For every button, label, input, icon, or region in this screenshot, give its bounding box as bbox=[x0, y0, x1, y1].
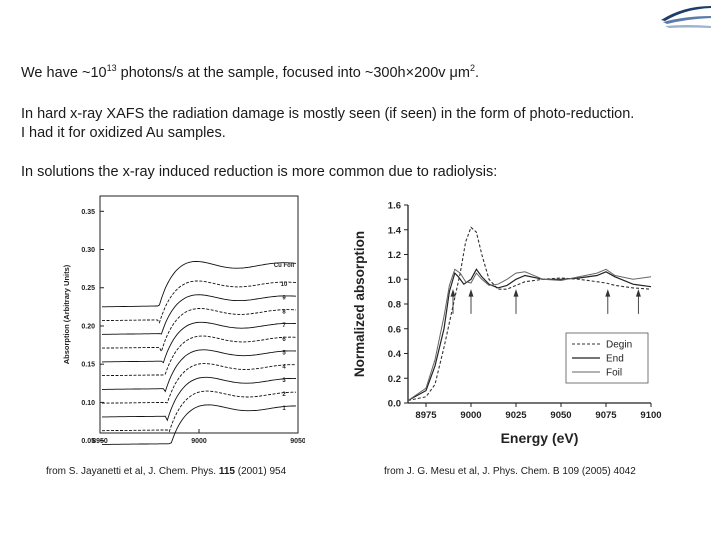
left-y-tick-label: 0.25 bbox=[81, 285, 95, 292]
left-spectrum-10 bbox=[102, 404, 297, 445]
left-spectrum-9 bbox=[102, 390, 296, 433]
left-curve-label: 2 bbox=[282, 392, 286, 398]
right-plot: 0.0 0.2 0.4 0.6 0.8 1.0 1.2 1.4 1.6 8975 9000 9025 9… bbox=[352, 201, 662, 447]
left-spectrum-8 bbox=[102, 376, 297, 422]
flux-statement: We have ~1013 photons/s at the sample, f… bbox=[21, 64, 479, 83]
right-y-tick-label: 0.0 bbox=[388, 399, 401, 410]
logo-swoosh-1 bbox=[661, 6, 711, 21]
right-figure: 0.0 0.2 0.4 0.6 0.8 1.0 1.2 1.4 1.6 8975 9000 9025 9… bbox=[352, 201, 662, 447]
right-x-tick-label: 8975 bbox=[415, 410, 437, 421]
left-x-tick-label: 8950 bbox=[92, 438, 108, 445]
flux-middle: photons/s at the sample, focused into ~3… bbox=[116, 65, 470, 81]
left-spectrum-6 bbox=[102, 349, 297, 393]
left-y-tick-label: 0.05 bbox=[81, 438, 95, 445]
right-arrow-head bbox=[468, 289, 474, 297]
flux-suffix: . bbox=[475, 65, 480, 81]
flux-exponent: 13 bbox=[106, 63, 117, 73]
left-y-tick-label: 0.15 bbox=[81, 362, 95, 369]
left-y-tick-label: 0.20 bbox=[81, 323, 95, 330]
right-y-tick-label: 1.0 bbox=[388, 275, 401, 286]
right-caption: from J. G. Mesu et al, J. Phys. Chem. B … bbox=[384, 466, 636, 477]
corner-logo-icon bbox=[661, 6, 711, 28]
area-exponent: 2 bbox=[469, 63, 475, 73]
left-spectrum-0 bbox=[102, 261, 297, 308]
left-curve-label: 3 bbox=[282, 378, 286, 384]
damage-line-1: In hard x-ray XAFS the radiation damage … bbox=[21, 106, 635, 122]
left-curve-label: 8 bbox=[282, 309, 286, 315]
left-curve-label: Cu Foil bbox=[274, 263, 295, 269]
radiation-damage-text: In hard x-ray XAFS the radiation damage … bbox=[21, 105, 634, 143]
left-curve-label: 1 bbox=[282, 406, 286, 412]
left-spectrum-1 bbox=[102, 280, 297, 324]
left-spectrum-5 bbox=[102, 335, 297, 377]
right-legend-label: Foil bbox=[606, 368, 622, 379]
left-curve-label: 7 bbox=[282, 323, 286, 329]
left-curve-label: 10 bbox=[281, 282, 288, 288]
right-y-tick-label: 0.8 bbox=[388, 300, 401, 311]
right-arrow-head bbox=[635, 289, 641, 297]
left-curve-label: 9 bbox=[282, 296, 286, 302]
right-arrow-head bbox=[450, 289, 456, 297]
right-y-tick-label: 0.4 bbox=[388, 349, 402, 360]
right-legend-label: Degin bbox=[606, 340, 632, 351]
left-caption-volume: 115 bbox=[218, 466, 235, 477]
right-x-tick-label: 9000 bbox=[460, 410, 481, 421]
left-caption: from S. Jayanetti et al, J. Chem. Phys. … bbox=[46, 466, 286, 477]
left-caption-prefix: from S. Jayanetti et al, J. Chem. Phys. bbox=[46, 466, 217, 477]
right-x-tick-label: 9100 bbox=[640, 410, 661, 421]
right-arrow-head bbox=[605, 289, 611, 297]
right-legend-label: End bbox=[606, 354, 624, 365]
left-spectrum-7 bbox=[101, 363, 296, 404]
left-y-tick-label: 0.10 bbox=[81, 400, 95, 407]
right-series-foil bbox=[407, 268, 652, 401]
right-series-end bbox=[407, 268, 652, 402]
left-spectrum-2 bbox=[101, 294, 297, 335]
flux-prefix: We have ~10 bbox=[21, 65, 107, 81]
left-x-tick-label: 9000 bbox=[191, 438, 207, 445]
right-y-tick-label: 1.2 bbox=[388, 250, 401, 261]
logo-swoosh-2 bbox=[663, 16, 711, 24]
left-curve-label: 4 bbox=[282, 364, 286, 370]
left-y-tick-label: 0.35 bbox=[81, 209, 95, 216]
right-y-tick-label: 0.2 bbox=[388, 374, 401, 385]
left-curve-label: 5 bbox=[282, 351, 286, 357]
right-arrow-head bbox=[513, 289, 519, 297]
right-x-tick-label: 9025 bbox=[505, 410, 527, 421]
right-x-tick-label: 9075 bbox=[595, 410, 617, 421]
right-y-tick-label: 1.4 bbox=[388, 225, 402, 236]
right-y-axis-label: Normalized absorption bbox=[352, 231, 367, 377]
left-y-axis-label: Absorption (Arbitrary Units) bbox=[62, 264, 71, 364]
right-series-degin bbox=[407, 226, 652, 402]
right-x-axis-label: Energy (eV) bbox=[501, 430, 579, 446]
left-y-tick-label: 0.30 bbox=[81, 247, 95, 254]
left-plot-frame bbox=[99, 195, 299, 434]
right-y-tick-label: 0.6 bbox=[388, 324, 401, 335]
left-spectrum-4 bbox=[102, 321, 297, 364]
right-x-tick-label: 9050 bbox=[550, 410, 571, 421]
left-x-tick-label: 9050 bbox=[290, 438, 305, 445]
solution-text: In solutions the x-ray induced reduction… bbox=[21, 164, 498, 180]
right-y-tick-label: 1.6 bbox=[388, 201, 401, 212]
logo-swoosh-3 bbox=[665, 25, 711, 28]
damage-line-2: I had it for oxidized Au samples. bbox=[21, 125, 226, 141]
left-spectrum-3 bbox=[102, 308, 297, 353]
left-curve-label: 6 bbox=[282, 337, 286, 343]
left-caption-suffix: (2001) 954 bbox=[237, 466, 287, 477]
